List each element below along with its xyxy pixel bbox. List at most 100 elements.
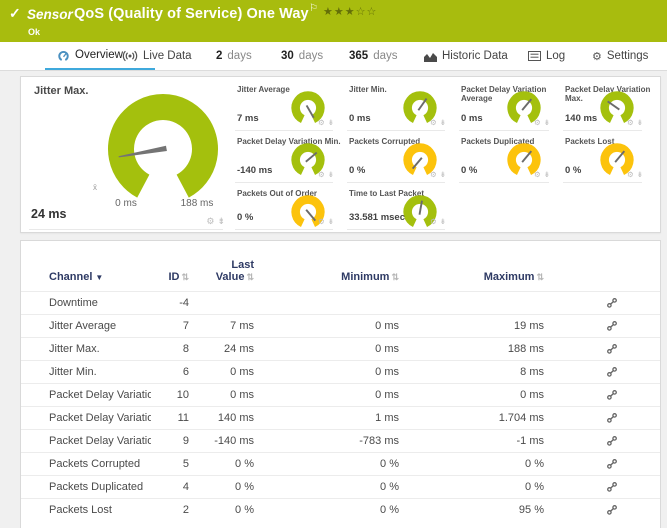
table-row[interactable]: Jitter Min. 6 0 ms 0 ms 8 ms [21,360,660,384]
pin-icon[interactable]: ⇟ [439,217,446,226]
gear-icon[interactable]: ⚙ [429,118,437,127]
pin-icon[interactable]: ⇟ [636,170,643,179]
gauge-arc [507,91,541,123]
small-gauge [600,143,634,175]
channel-settings-icon[interactable] [606,297,618,309]
channel-settings-icon[interactable] [606,481,618,493]
channel-settings-icon[interactable] [606,389,618,401]
table-row[interactable]: Downtime -4 [21,291,660,315]
small-gauge-cell: Packets Lost 0 % ⚙ ⇟ [561,131,654,183]
pin-icon[interactable]: ⇟ [543,170,550,179]
col-header-maximum[interactable]: Maximum ⇅ [401,241,546,292]
cell-tools [546,430,660,453]
channel-settings-icon[interactable] [606,366,618,378]
small-gauge [291,143,325,175]
main-gauge-title: Jitter Max. [34,85,89,97]
table-row[interactable]: Packet Delay Variation Av... 10 0 ms 0 m… [21,383,660,407]
channel-settings-icon[interactable] [606,412,618,424]
cell-tools [546,338,660,361]
small-gauge-value: 0 ms [349,113,371,124]
cell-id: 11 [177,412,189,424]
cell-id: 2 [182,504,189,517]
pin-icon[interactable]: ⇟ [217,216,225,226]
pin-icon[interactable]: ⇟ [439,170,446,179]
tab-overview[interactable]: Overview [45,42,155,70]
tab-365-days[interactable]: 365 days [349,42,397,70]
tab-2-days[interactable]: 2 days [216,42,252,70]
table-row[interactable]: Packets Lost 2 0 % 0 % 95 % [21,498,660,522]
gear-icon[interactable]: ⚙ [317,170,325,179]
pin-icon[interactable]: ⇟ [543,118,550,127]
pin-icon[interactable]: ⇟ [439,118,446,127]
gear-icon[interactable]: ⚙ [206,216,215,226]
stars-empty[interactable]: ☆☆ [355,6,378,18]
average-marker: x̄ [93,183,97,192]
gear-icon[interactable]: ⚙ [533,170,541,179]
gauge-needle [614,150,626,163]
gauge-arc [403,91,437,123]
col-header-channel[interactable]: Channel ▼ [21,241,151,292]
tab-settings[interactable]: ⚙ Settings [592,42,648,70]
cell-maximum: 19 ms [514,320,544,332]
sensor-title: QoS (Quality of Service) One Way [74,6,309,22]
broadcast-icon [122,50,138,62]
col-header-id[interactable]: ID ⇅ [151,241,191,292]
small-gauge-value: 7 ms [237,113,259,124]
table-row[interactable]: Packets Corrupted 5 0 % 0 % 0 % [21,452,660,476]
pin-icon[interactable]: ⇟ [636,118,643,127]
table-row[interactable]: Jitter Average 7 7 ms 0 ms 19 ms [21,314,660,338]
table-row[interactable]: Packet Delay Variation Max. 11 140 ms 1 … [21,406,660,430]
pin-icon[interactable]: ⇟ [327,217,334,226]
cell-last-value: 7 ms [230,320,254,332]
priority-flag-icon[interactable]: ⚐ [309,3,318,14]
sort-icon: ⇅ [536,272,544,282]
cell-tools [546,407,660,430]
pin-icon[interactable]: ⇟ [327,118,334,127]
table-row[interactable]: Packet Delay Variation Min. 9 -140 ms -7… [21,429,660,453]
small-gauge [507,91,541,123]
gear-icon[interactable]: ⚙ [317,118,325,127]
tab-log[interactable]: Log [528,42,565,70]
gear-icon[interactable]: ⚙ [533,118,541,127]
tab-live-data[interactable]: Live Data [122,42,192,70]
gauge-scale-min: 0 ms [115,198,137,209]
pin-icon[interactable]: ⇟ [327,170,334,179]
table-row[interactable]: Packets Duplicated 4 0 % 0 % 0 % [21,475,660,499]
cell-minimum: 0 % [380,458,399,470]
cell-id: 4 [182,481,189,493]
gear-icon[interactable]: ⚙ [626,118,634,127]
tab-num: 365 [349,50,369,62]
divider [29,229,223,230]
channel-settings-icon[interactable] [606,435,618,447]
stars-filled[interactable]: ★★★ [323,6,356,18]
col-label: Channel [49,271,93,283]
gear-icon[interactable]: ⚙ [429,170,437,179]
cell-last-value: 24 ms [224,343,254,355]
table-row[interactable]: Jitter Max. 8 24 ms 0 ms 188 ms [21,337,660,361]
channel-settings-icon[interactable] [606,458,618,470]
gear-icon[interactable]: ⚙ [317,217,325,226]
small-gauge [291,91,325,123]
small-gauge-cell: Jitter Min. 0 ms ⚙ ⇟ [345,79,457,131]
cell-tools [546,315,660,338]
cell-maximum [401,292,546,315]
sensor-kind-label: Sensor [27,7,73,22]
cell-last-value: 140 ms [217,412,254,424]
star-rating[interactable]: ★★★☆☆ [323,5,377,18]
gear-icon[interactable]: ⚙ [626,170,634,179]
channel-settings-icon[interactable] [606,320,618,332]
cell-last-value: 0 ms [230,366,254,378]
channel-settings-icon[interactable] [606,504,618,516]
col-header-minimum[interactable]: Minimum ⇅ [256,241,401,292]
channel-settings-icon[interactable] [606,343,618,355]
main-gauge-cell: Jitter Max. x̄ 0 ms 188 ms 24 ms ⚙ ⇟ [21,77,233,232]
gear-icon[interactable]: ⚙ [429,217,437,226]
cell-last-value [191,292,256,315]
col-header-last-value[interactable]: Last Value ⇅ [191,241,256,292]
cell-tools [546,499,660,522]
tab-historic-data[interactable]: Historic Data [424,42,508,70]
tab-30-days[interactable]: 30 days [281,42,323,70]
small-gauge-cell: Packets Out of Order 0 % ⚙ ⇟ [233,183,345,230]
col-header-tools [546,241,660,292]
